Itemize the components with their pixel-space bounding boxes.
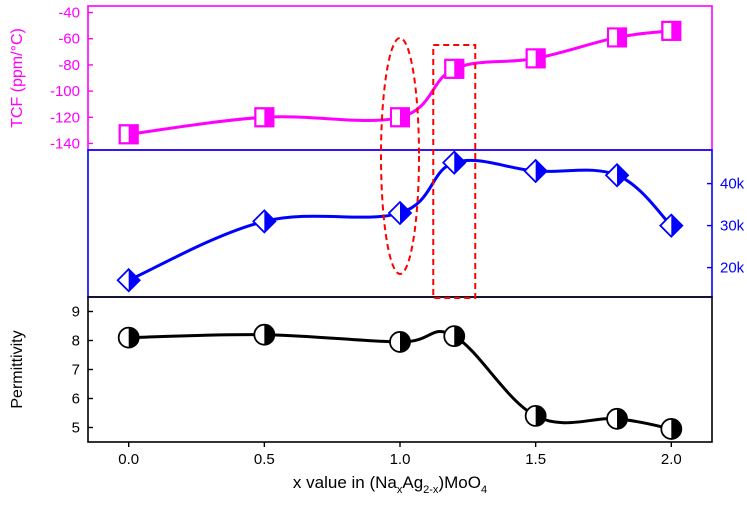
- x-axis: x value in (NaxAg2-x)MoO4 0.0 0.5 1.0 1.5 2.…: [118, 442, 682, 496]
- panel-top: -140 -120 -100 -80 -60 -40 TCF (ppm/°C): [9, 5, 713, 152]
- bottom-ytick-label-4: 9: [72, 304, 80, 321]
- middle-marker-4: [523, 158, 548, 184]
- bottom-marker-5: [606, 407, 628, 430]
- top-marker-1: [254, 107, 275, 128]
- bottom-marker-4: [524, 404, 547, 427]
- bottom-marker-0: [117, 326, 140, 349]
- x-tick-label-3: 1.5: [525, 451, 546, 468]
- bottom-marker-3: [443, 325, 466, 348]
- top-ytick-label-5: -40: [58, 5, 80, 22]
- bottom-ytick-label-1: 6: [72, 391, 80, 408]
- top-marker-5: [607, 27, 628, 48]
- bottom-marker-2: [389, 331, 411, 353]
- x-tick-label-1: 0.5: [254, 451, 275, 468]
- annotations-layer: [380, 37, 477, 299]
- bottom-ytick-label-0: 5: [72, 420, 80, 437]
- top-ytick-label-4: -60: [58, 31, 80, 48]
- top-ytick-label-0: -140: [50, 135, 80, 152]
- x-axis-label-sub-x: x: [397, 484, 403, 496]
- top-ytick-label-3: -80: [58, 57, 80, 74]
- middle-marker-0: [116, 267, 141, 293]
- top-ytick-label-1: -120: [50, 109, 80, 126]
- x-axis-label: x value in (NaxAg2-x)MoO4: [293, 473, 487, 496]
- annotation-ellipse-0: [380, 37, 420, 275]
- top-ytick-label-2: -100: [50, 83, 80, 100]
- middle-marker-3: [441, 150, 467, 175]
- panel-bottom: 5 6 7 8 9 Permittivity: [9, 296, 713, 443]
- middle-ytick-label-2: 40k: [720, 176, 745, 193]
- annotation-rectangle-1: [432, 44, 477, 299]
- middle-ytick-label-0: 20k: [720, 260, 745, 277]
- panels-layer: -140 -120 -100 -80 -60 -40 TCF (ppm/°C) 20k 30k 4…: [9, 5, 745, 443]
- x-axis-label-sub-2x: 2-x: [423, 484, 439, 496]
- x-axis-label-sub-4: 4: [481, 484, 487, 496]
- panel-middle: 20k30k40kQf values (GHz): [87, 149, 745, 298]
- bottom-marker-1: [253, 323, 276, 346]
- middle-marker-5: [604, 162, 630, 188]
- middle-marker-6: [659, 213, 684, 238]
- top-y-axis-label: TCF (ppm/°C): [9, 28, 26, 128]
- bottom-ytick-label-3: 8: [72, 333, 80, 350]
- top-marker-6: [661, 20, 682, 41]
- x-tick-label-0: 0.0: [118, 451, 139, 468]
- x-tick-label-4: 2.0: [661, 451, 682, 468]
- middle-marker-1: [252, 209, 277, 234]
- top-marker-0: [118, 124, 139, 145]
- bottom-ytick-label-2: 7: [72, 362, 80, 379]
- top-marker-2: [390, 107, 410, 128]
- middle-marker-2: [387, 200, 413, 226]
- top-marker-4: [525, 48, 546, 69]
- bottom-marker-6: [660, 418, 683, 440]
- bottom-y-axis-label: Permittivity: [9, 330, 26, 408]
- middle-ytick-label-1: 30k: [720, 218, 745, 235]
- top-marker-3: [444, 58, 465, 79]
- x-tick-label-2: 1.0: [390, 451, 411, 468]
